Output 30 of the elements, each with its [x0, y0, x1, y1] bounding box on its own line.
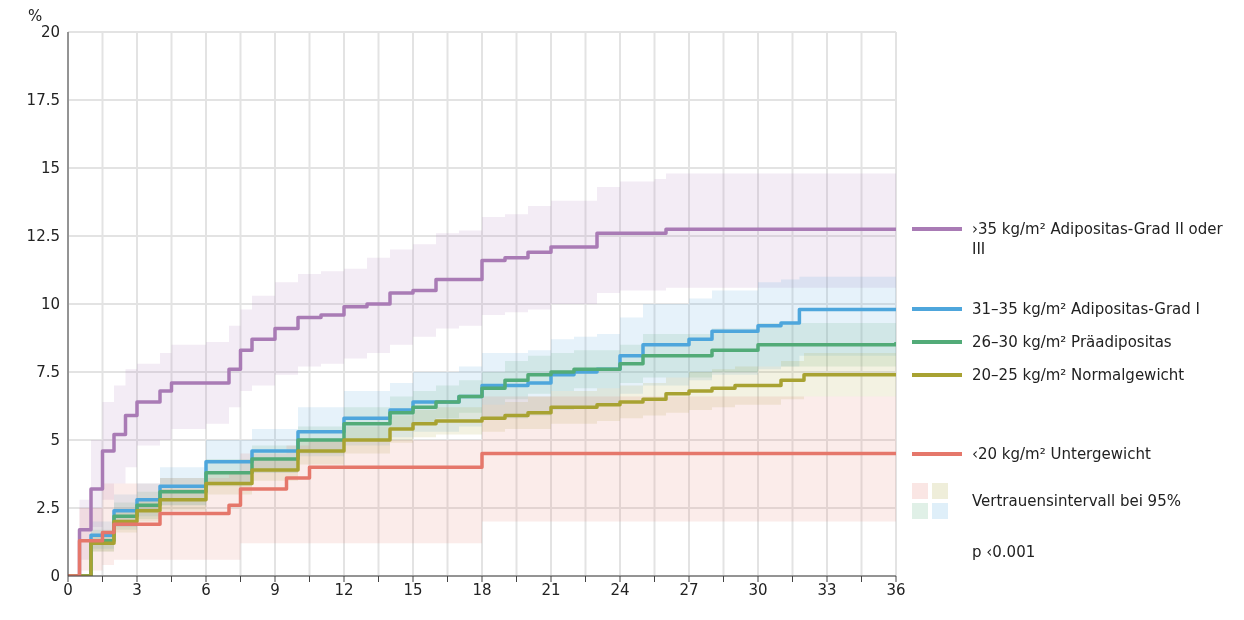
x-tick-label: 36 [886, 580, 906, 599]
y-tick-label: 20 [40, 23, 60, 42]
y-tick-label: 7.5 [36, 363, 60, 382]
x-tick-label: 18 [472, 580, 492, 599]
x-tick-label: 9 [270, 580, 280, 599]
y-tick-label: 0 [50, 567, 60, 586]
x-tick-label: 0 [63, 580, 73, 599]
text: Vertrauensintervall bei 95% [972, 491, 1181, 510]
x-tick-label: 33 [817, 580, 837, 599]
y-tick-label: 12.5 [26, 227, 60, 246]
y-tick-label: 17.5 [26, 91, 60, 110]
y-tick-label: 15 [40, 159, 60, 178]
legend-label: 26–30 kg/m² Präadipositas [972, 332, 1173, 353]
y-tick-label: 10 [40, 295, 60, 314]
text: p ‹0.001 [972, 542, 1037, 561]
x-tick-label: 24 [610, 580, 630, 599]
y-tick-label: 5 [50, 431, 60, 450]
x-tick-label: 21 [541, 580, 561, 599]
legend-label: 31–35 kg/m² Adipositas-Grad I [972, 299, 1201, 320]
legend-label: ›35 kg/m² Adipositas-Grad II oder III [972, 219, 1224, 260]
y-tick-label: 2.5 [36, 499, 60, 518]
y-axis-title: % [28, 6, 43, 25]
legend-label: ‹20 kg/m² Untergewicht [972, 443, 1152, 464]
x-tick-label: 15 [403, 580, 423, 599]
x-tick-label: 6 [201, 580, 211, 599]
x-tick-label: 3 [132, 580, 142, 599]
x-tick-label: 30 [748, 580, 768, 599]
x-tick-label: 27 [679, 580, 699, 599]
x-tick-label: 12 [334, 580, 354, 599]
legend-label: 20–25 kg/m² Normalgewicht [972, 364, 1186, 385]
